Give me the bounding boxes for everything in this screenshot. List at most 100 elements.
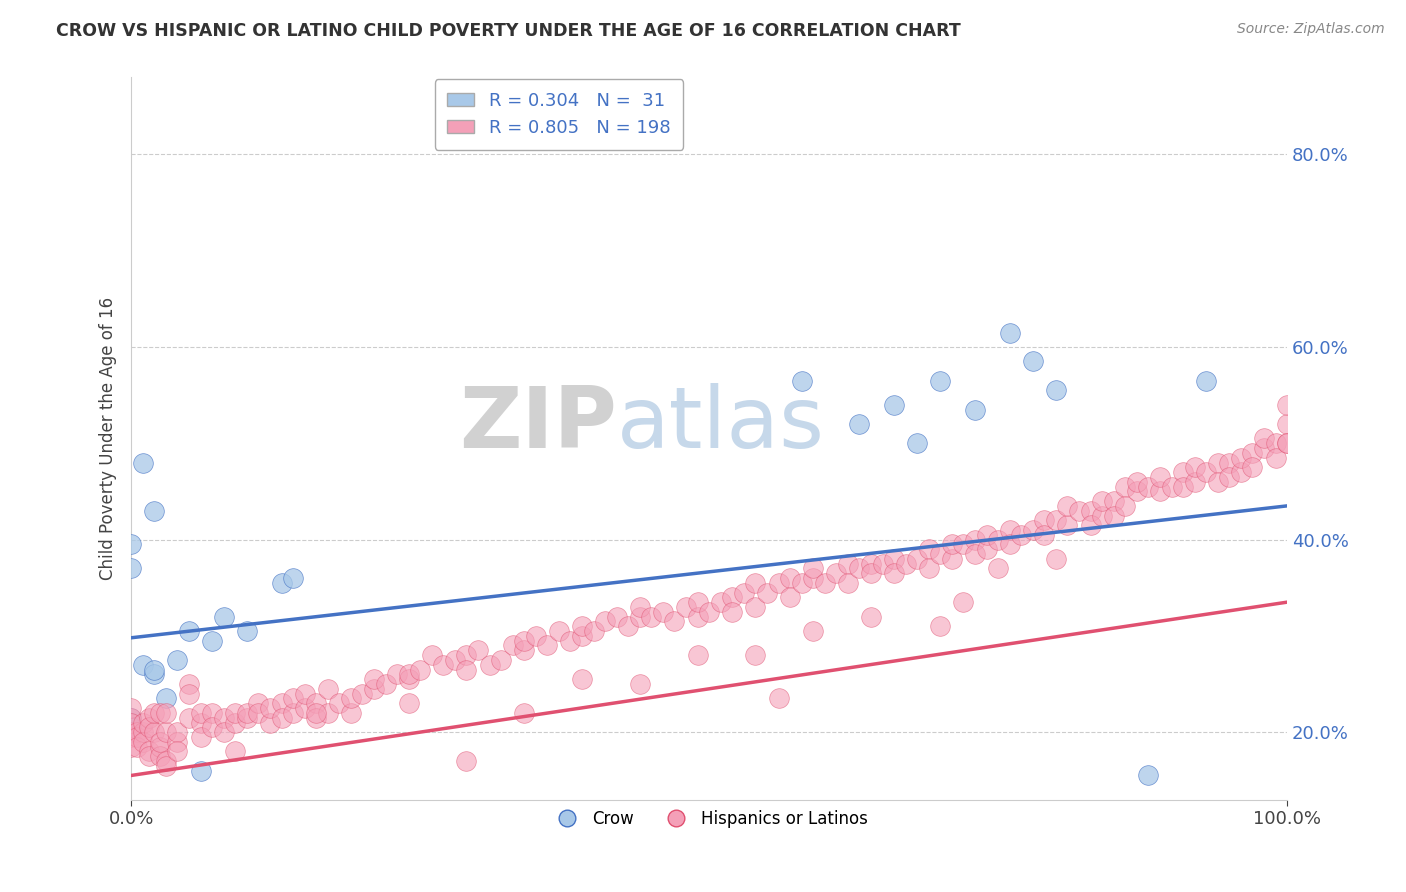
Point <box>929 547 952 561</box>
Point <box>513 643 536 657</box>
Point <box>675 599 697 614</box>
Point <box>1275 436 1298 450</box>
Point <box>132 735 155 749</box>
Point <box>837 557 859 571</box>
Point <box>132 725 155 739</box>
Point <box>1022 523 1045 537</box>
Point <box>352 687 374 701</box>
Point <box>710 595 733 609</box>
Point <box>236 706 259 720</box>
Point <box>138 749 160 764</box>
Point <box>177 624 200 638</box>
Point <box>1114 480 1136 494</box>
Point <box>1080 518 1102 533</box>
Point <box>825 566 848 581</box>
Point <box>513 633 536 648</box>
Point <box>1149 484 1171 499</box>
Point <box>456 754 478 768</box>
Point <box>779 571 801 585</box>
Point <box>132 456 155 470</box>
Point <box>801 561 824 575</box>
Point <box>1045 551 1067 566</box>
Point <box>859 609 882 624</box>
Point <box>697 605 720 619</box>
Point <box>177 687 200 701</box>
Point <box>593 615 616 629</box>
Point <box>524 629 547 643</box>
Point <box>166 725 188 739</box>
Point <box>571 629 593 643</box>
Point <box>270 575 292 590</box>
Point <box>281 571 304 585</box>
Point <box>247 696 270 710</box>
Point <box>894 557 917 571</box>
Point <box>606 609 628 624</box>
Point <box>120 715 142 730</box>
Point <box>560 633 582 648</box>
Point <box>190 764 212 778</box>
Point <box>120 720 142 734</box>
Point <box>120 711 142 725</box>
Point <box>155 691 177 706</box>
Text: Source: ZipAtlas.com: Source: ZipAtlas.com <box>1237 22 1385 37</box>
Point <box>143 725 166 739</box>
Point <box>224 715 246 730</box>
Point <box>190 706 212 720</box>
Point <box>872 557 894 571</box>
Point <box>316 681 339 696</box>
Point <box>398 672 420 686</box>
Point <box>1253 441 1275 455</box>
Point <box>941 551 963 566</box>
Point <box>1067 504 1090 518</box>
Point <box>941 537 963 551</box>
Point <box>801 624 824 638</box>
Point <box>744 599 766 614</box>
Point <box>236 711 259 725</box>
Point <box>1137 768 1160 782</box>
Point <box>1206 475 1229 489</box>
Point <box>1195 465 1218 479</box>
Point <box>340 691 363 706</box>
Point <box>929 374 952 388</box>
Point <box>155 706 177 720</box>
Point <box>548 624 571 638</box>
Point <box>998 326 1021 340</box>
Point <box>571 619 593 633</box>
Point <box>201 633 224 648</box>
Point <box>1275 398 1298 412</box>
Point <box>340 706 363 720</box>
Point <box>1230 450 1253 465</box>
Point <box>918 542 941 557</box>
Point <box>224 744 246 758</box>
Point <box>120 537 142 551</box>
Point <box>628 677 651 691</box>
Point <box>120 725 142 739</box>
Point <box>281 691 304 706</box>
Point <box>814 575 837 590</box>
Point <box>432 657 454 672</box>
Point <box>138 720 160 734</box>
Point <box>1171 480 1194 494</box>
Point <box>385 667 408 681</box>
Point <box>837 575 859 590</box>
Point <box>456 648 478 662</box>
Point <box>652 605 675 619</box>
Point <box>1241 460 1264 475</box>
Point <box>120 701 142 715</box>
Point <box>513 706 536 720</box>
Point <box>952 595 974 609</box>
Point <box>1102 494 1125 508</box>
Point <box>640 609 662 624</box>
Point <box>294 701 316 715</box>
Point <box>1033 528 1056 542</box>
Point <box>328 696 350 710</box>
Point <box>628 609 651 624</box>
Point <box>155 759 177 773</box>
Point <box>848 417 870 431</box>
Point <box>905 551 928 566</box>
Point <box>316 706 339 720</box>
Point <box>987 561 1010 575</box>
Point <box>374 677 396 691</box>
Point <box>467 643 489 657</box>
Point <box>478 657 501 672</box>
